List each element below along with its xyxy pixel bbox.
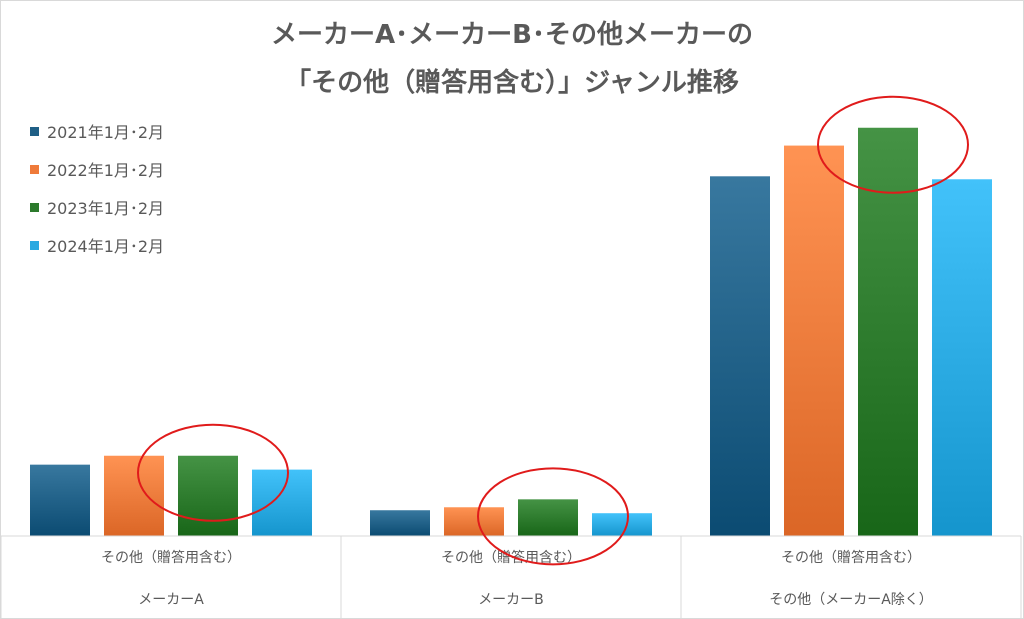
- bar-2021-group-3: [710, 176, 770, 537]
- legend-label-2023: 2023年1月･2月: [47, 199, 165, 218]
- category-label-2: その他（贈答用含む）: [441, 549, 581, 566]
- bars-layer: [30, 127, 992, 537]
- bar-2021-group-1: [30, 464, 90, 536]
- legend-item: 2022年1月･2月: [30, 150, 164, 188]
- bar-2022-group-3: [784, 145, 844, 536]
- category-axis: その他（贈答用含む） メーカーA その他（贈答用含む） メーカーB その他（贈答用含む）…: [0, 535, 1022, 618]
- highlight-ellipse-group-1: [137, 423, 289, 522]
- bar-2024-group-1: [252, 469, 312, 536]
- chart-title-line-2: 「その他（贈答用含む）」ジャンル推移: [285, 68, 739, 98]
- legend-item: 2024年1月･2月: [30, 226, 164, 264]
- legend-label-2022: 2022年1月･2月: [47, 161, 165, 180]
- bar-2024-group-2: [592, 513, 652, 536]
- legend-item: 2023年1月･2月: [30, 188, 164, 226]
- legend-item: 2021年1月･2月: [30, 112, 164, 150]
- group-label-2: メーカーB: [478, 592, 544, 608]
- bar-2021-group-2: [370, 510, 430, 536]
- legend-label-2024: 2024年1月･2月: [47, 237, 165, 256]
- legend-swatch-2023: [30, 202, 39, 212]
- legend-swatch-2022: [30, 164, 39, 174]
- bar-2022-group-1: [104, 455, 164, 536]
- bar-2022-group-2: [444, 507, 504, 536]
- bar-2023-group-2: [518, 499, 578, 536]
- bar-2023-group-3: [858, 127, 918, 536]
- highlight-ellipses: [137, 95, 969, 566]
- legend: 2021年1月･2月 2022年1月･2月 2023年1月･2月 2024年1月…: [30, 112, 164, 264]
- group-label-1: メーカーA: [138, 592, 204, 608]
- legend-swatch-2024: [30, 240, 39, 250]
- highlight-ellipse-group-3: [817, 95, 969, 194]
- highlight-ellipse-group-2: [477, 467, 629, 566]
- legend-label-2021: 2021年1月･2月: [47, 123, 165, 142]
- category-label-3: その他（贈答用含む）: [781, 549, 921, 566]
- legend-swatch-2021: [30, 126, 39, 136]
- bar-2024-group-3: [932, 179, 992, 537]
- group-label-3: その他（メーカーA除く）: [769, 592, 933, 608]
- category-label-1: その他（贈答用含む）: [101, 549, 241, 566]
- bar-2023-group-1: [178, 455, 238, 536]
- chart-title-line-1: メーカーA･メーカーB･その他メーカーの: [271, 20, 753, 50]
